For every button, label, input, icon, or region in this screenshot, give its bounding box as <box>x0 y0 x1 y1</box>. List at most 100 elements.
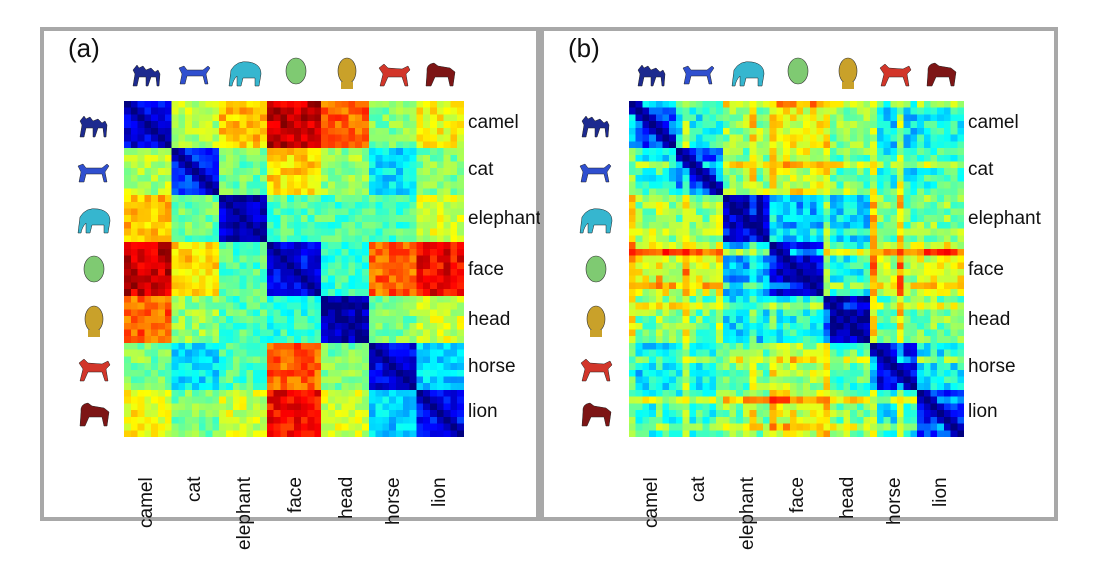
heatmap-cell <box>287 309 295 317</box>
heatmap-cell <box>226 383 234 391</box>
heatmap-cell <box>287 101 295 109</box>
heatmap-cell <box>375 208 383 216</box>
heatmap-cell <box>903 221 911 230</box>
heatmap-cell <box>950 174 958 183</box>
heatmap-cell <box>158 161 166 169</box>
heatmap-cell <box>669 363 677 371</box>
heatmap-cell <box>314 221 322 230</box>
cat-col-icon <box>178 65 210 85</box>
heatmap-cell <box>205 195 213 203</box>
heatmap-cell <box>876 114 885 122</box>
heatmap-cell <box>923 107 932 116</box>
heatmap-cell <box>164 201 173 210</box>
heatmap-cell <box>689 309 697 317</box>
heatmap-cell <box>870 127 878 136</box>
heatmap-cell <box>171 396 179 404</box>
heatmap-cell <box>348 242 356 250</box>
heatmap-cell <box>328 141 336 149</box>
heatmap-cell <box>450 363 458 371</box>
heatmap-cell <box>375 329 383 337</box>
heatmap-cell <box>334 423 343 431</box>
heatmap-cell <box>348 181 356 189</box>
heatmap-cell <box>158 107 166 116</box>
heatmap-cell <box>803 396 811 404</box>
heatmap-cell <box>957 329 964 337</box>
heatmap-cell <box>662 363 670 371</box>
heatmap-cell <box>450 127 458 136</box>
heatmap-cell <box>198 430 207 437</box>
heatmap-cell <box>164 181 173 189</box>
heatmap-cell <box>809 174 818 183</box>
heatmap-cell <box>736 262 744 270</box>
heatmap-cell <box>362 396 370 404</box>
heatmap-cell <box>823 336 831 344</box>
heatmap-cell <box>709 255 717 263</box>
heatmap-cell <box>696 208 704 216</box>
heatmap-cell <box>124 188 132 196</box>
heatmap-cell <box>382 322 390 331</box>
heatmap-cell <box>876 376 885 384</box>
heatmap-cell <box>416 269 424 277</box>
heatmap-cell <box>937 342 945 351</box>
heatmap-cell <box>239 195 247 203</box>
heatmap-cell <box>816 269 824 277</box>
heatmap-cell <box>368 181 377 189</box>
heatmap-cell <box>382 383 390 391</box>
heatmap-cell <box>876 342 885 351</box>
heatmap-cell <box>937 107 945 116</box>
heatmap-cell <box>796 289 804 297</box>
heatmap-cell <box>709 282 717 290</box>
heatmap-cell <box>300 403 309 411</box>
heatmap-cell <box>178 403 186 411</box>
heatmap-cell <box>897 127 905 136</box>
heatmap-cell <box>689 383 697 391</box>
heatmap-cell <box>863 282 871 290</box>
heatmap-cell <box>716 349 724 357</box>
heatmap-cell <box>876 356 885 364</box>
heatmap-cell <box>662 201 670 210</box>
heatmap-cell <box>856 255 865 263</box>
heatmap-cell <box>655 195 664 203</box>
heatmap-cell <box>246 322 254 331</box>
head-col-icon <box>337 57 356 89</box>
heatmap-cell <box>776 316 784 324</box>
heatmap-cell <box>957 255 964 263</box>
heatmap-cell <box>144 181 152 189</box>
heatmap-cell <box>321 416 329 425</box>
heatmap-cell <box>389 269 397 277</box>
heatmap-cell <box>178 416 186 425</box>
heatmap-cell <box>675 416 684 425</box>
heatmap-cell <box>863 322 871 331</box>
heatmap-cell <box>171 255 179 263</box>
heatmap-cell <box>870 154 878 163</box>
heatmap-cell <box>736 383 744 391</box>
heatmap-cell <box>375 114 383 122</box>
heatmap-cell <box>355 228 363 236</box>
heatmap-cell <box>198 383 207 391</box>
heatmap-cell <box>178 369 186 378</box>
heatmap-cell <box>226 201 234 210</box>
heatmap-cell <box>863 295 871 304</box>
heatmap-cell <box>192 322 200 331</box>
heatmap-cell <box>124 174 132 183</box>
heatmap-cell <box>260 107 268 116</box>
heatmap-cell <box>870 235 878 243</box>
heatmap-cell <box>816 389 824 398</box>
heatmap-cell <box>375 423 383 431</box>
heatmap-cell <box>655 376 664 384</box>
heatmap-cell <box>930 168 938 176</box>
heatmap-cell <box>736 416 744 425</box>
heatmap-cell <box>903 188 911 196</box>
heatmap-cell <box>789 376 798 384</box>
heatmap-cell <box>736 168 744 176</box>
heatmap-cell <box>348 168 356 176</box>
heatmap-cell <box>675 201 684 210</box>
heatmap-cell <box>253 174 261 183</box>
heatmap-cell <box>850 181 858 189</box>
heatmap-cell <box>253 363 261 371</box>
heatmap-cell <box>763 275 771 284</box>
heatmap-cell <box>897 383 905 391</box>
heatmap-cell <box>803 181 811 189</box>
heatmap-cell <box>328 316 336 324</box>
heatmap-cell <box>443 423 451 431</box>
